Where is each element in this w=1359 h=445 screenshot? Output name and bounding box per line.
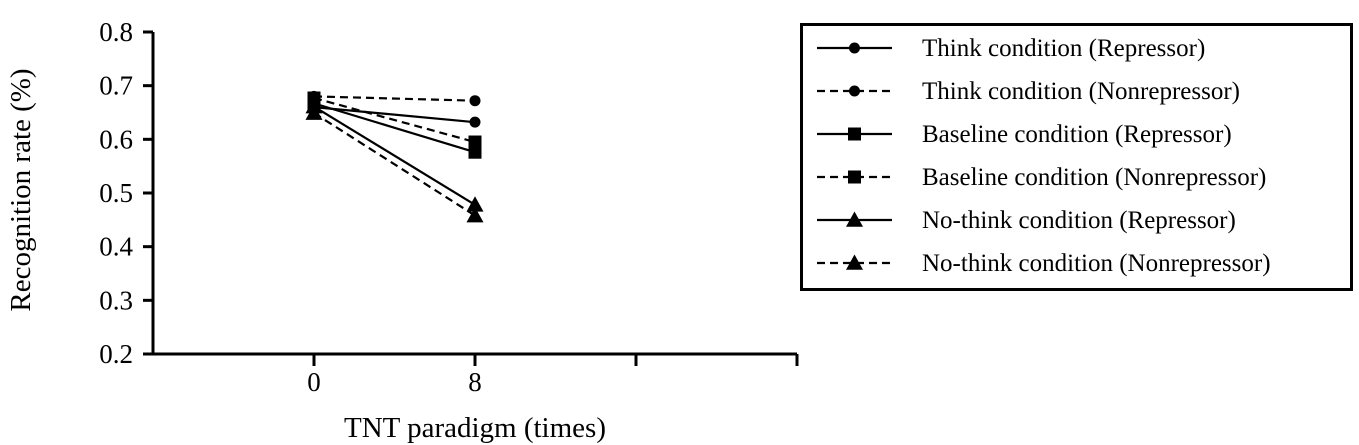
series-point: [466, 207, 484, 223]
series-line: [313, 95, 476, 102]
y-tick-label: 0.8: [99, 17, 133, 47]
legend-marker: [846, 211, 863, 227]
series-line: [313, 102, 476, 154]
legend-marker: [849, 85, 860, 97]
series-3: [307, 96, 482, 159]
legend-marker: [849, 42, 860, 54]
legend-label: Think condition (Repressor): [922, 35, 1205, 62]
series-1: [308, 101, 481, 128]
y-tick-label: 0.2: [99, 339, 133, 369]
x-tick-label: 8: [468, 367, 482, 397]
legend-marker: [848, 127, 861, 141]
legend-entry: No-think condition (Nonrepressor): [817, 250, 1271, 277]
y-tick-label: 0.7: [99, 71, 133, 101]
y-tick-label: 0.5: [99, 178, 133, 208]
series-line: [313, 96, 476, 144]
series-line: [313, 112, 476, 217]
legend-marker: [848, 170, 861, 184]
legend-box: [800, 23, 1353, 291]
y-tick-label: 0.6: [99, 124, 133, 154]
y-ticks: 0.2 0.3 0.4 0.5 0.6 0.7 0.8: [99, 17, 153, 369]
legend: Think condition (Repressor) Think conditi…: [800, 23, 1353, 291]
series-line: [313, 106, 476, 124]
legend-label: Think condition (Nonrepressor): [922, 78, 1240, 105]
legend-label: No-think condition (Repressor): [922, 207, 1236, 234]
legend-entry: Think condition (Repressor): [817, 35, 1205, 62]
series-line: [313, 105, 476, 206]
legend-marker: [846, 254, 863, 270]
series-point: [469, 116, 481, 128]
plot-series: [305, 90, 484, 223]
series-point: [307, 91, 321, 105]
legend-entry: No-think condition (Repressor): [817, 207, 1236, 234]
legend-label: Baseline condition (Repressor): [922, 121, 1232, 148]
series-point: [469, 95, 481, 107]
x-axis-label: TNT paradigm (times): [344, 412, 606, 444]
x-tick-label: 0: [307, 367, 321, 397]
y-axis-label: Recognition rate (%): [5, 68, 37, 311]
legend-entry: Baseline condition (Repressor): [817, 121, 1232, 148]
series-point: [466, 196, 484, 212]
series-point: [305, 104, 323, 120]
legend-label: Baseline condition (Nonrepressor): [922, 164, 1266, 191]
series-4: [307, 91, 482, 149]
series-2: [308, 90, 481, 107]
legend-entry: Think condition (Nonrepressor): [817, 78, 1240, 105]
series-6: [305, 104, 484, 223]
legend-entry: Baseline condition (Nonrepressor): [817, 164, 1266, 191]
series-point: [468, 135, 482, 149]
legend-label: No-think condition (Nonrepressor): [922, 250, 1271, 277]
y-tick-label: 0.4: [99, 232, 133, 262]
series-point: [468, 145, 482, 159]
axes: [151, 32, 797, 356]
y-tick-label: 0.3: [99, 285, 133, 315]
